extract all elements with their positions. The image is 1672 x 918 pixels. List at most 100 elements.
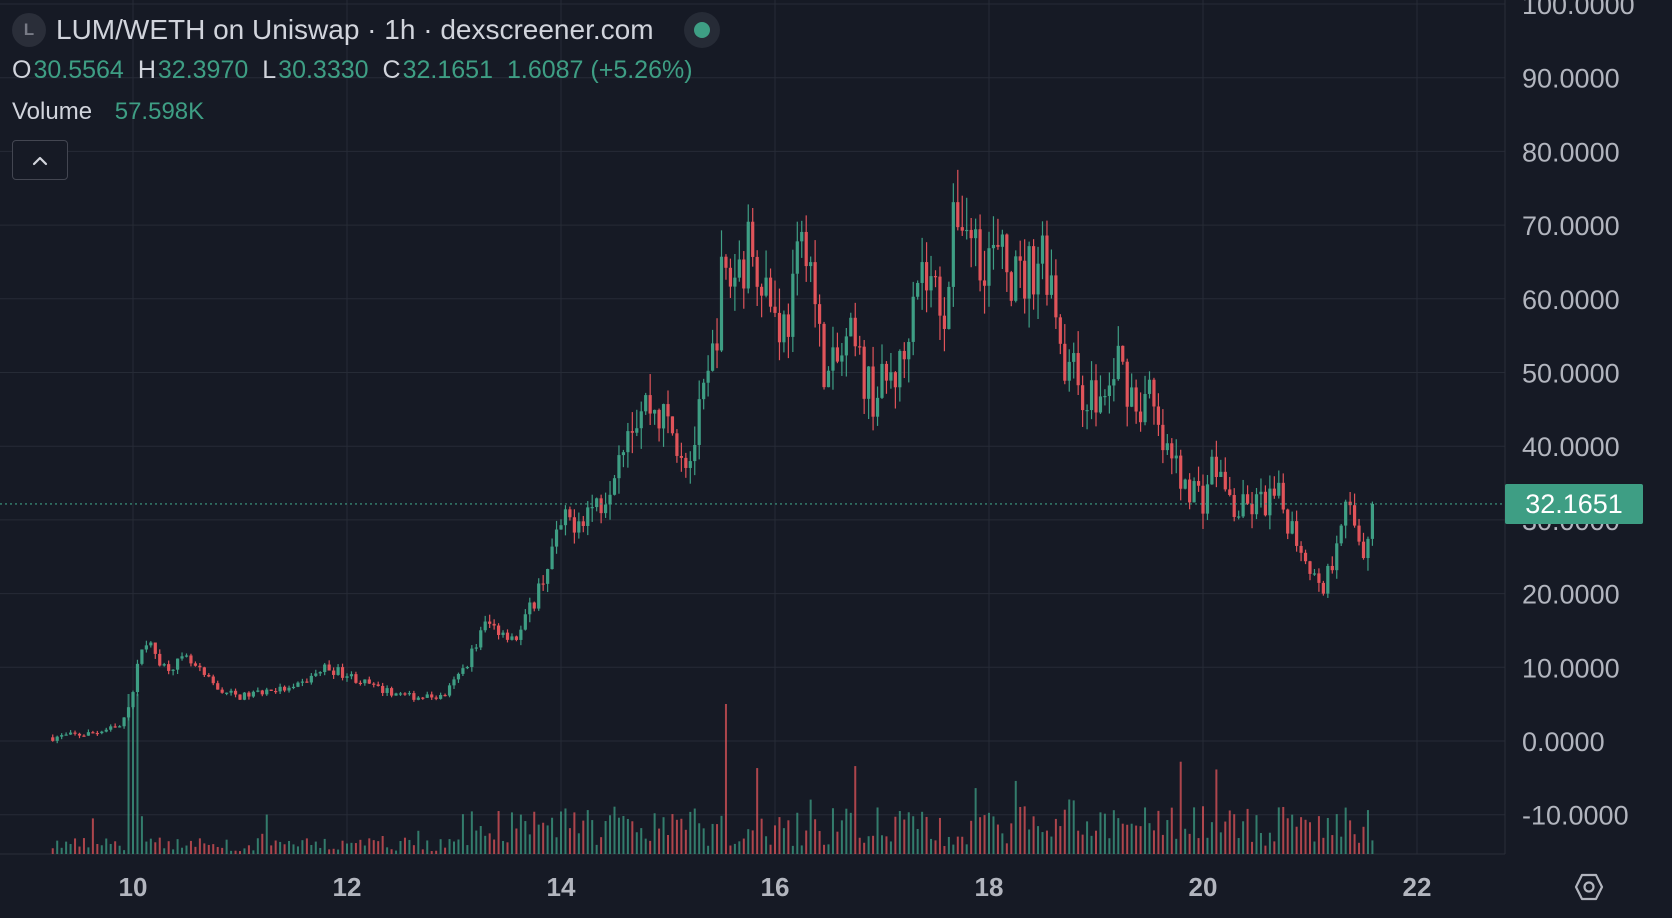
candle-body xyxy=(742,259,746,289)
candle-body xyxy=(599,498,603,514)
candle-body xyxy=(782,314,786,343)
candle-body xyxy=(488,621,492,624)
candle-body xyxy=(1023,260,1027,299)
y-tick-label: 70.0000 xyxy=(1522,211,1620,241)
volume-bar xyxy=(1224,821,1227,854)
volume-bar xyxy=(118,845,121,854)
candle-body xyxy=(135,663,140,693)
candle-body xyxy=(554,529,559,547)
candle-body xyxy=(1031,246,1036,295)
volume-bar xyxy=(1139,826,1142,854)
candle-body xyxy=(122,717,126,727)
candle-body xyxy=(1130,387,1134,407)
candle-body xyxy=(956,202,960,228)
candle-body xyxy=(804,231,808,267)
candle-body xyxy=(1054,275,1058,318)
volume-bar xyxy=(1099,812,1102,854)
y-tick-label: 80.0000 xyxy=(1522,137,1620,167)
candle-body xyxy=(568,509,572,518)
candle-body xyxy=(269,689,273,691)
volume-bar xyxy=(667,834,669,854)
volume-bar xyxy=(78,846,81,854)
candle-body xyxy=(737,259,741,278)
candle-body xyxy=(1165,443,1169,451)
volume-bar xyxy=(881,835,883,854)
volume-bar xyxy=(319,847,322,854)
volume-bar xyxy=(1086,821,1089,854)
volume-bar xyxy=(1193,807,1196,854)
live-status-button[interactable] xyxy=(683,12,720,48)
volume-bar xyxy=(350,842,353,854)
volume-bar xyxy=(635,832,638,854)
volume-bar xyxy=(528,834,531,854)
volume-bar xyxy=(1028,829,1031,854)
volume-bar xyxy=(787,820,790,854)
volume-bar xyxy=(132,694,134,854)
candle-body xyxy=(1281,482,1285,510)
candle-body xyxy=(1089,380,1094,411)
price-axis[interactable]: 100.0000 90.0000 80.0000 70.0000 60.0000 50.0… xyxy=(1522,0,1635,831)
candle-body xyxy=(1210,456,1214,485)
candle-body xyxy=(982,280,987,286)
candle-body xyxy=(1259,491,1263,495)
candle-body xyxy=(193,663,198,666)
candle-body xyxy=(1116,345,1120,380)
candle-body xyxy=(563,509,568,526)
low-label: L xyxy=(262,56,277,84)
volume-bar xyxy=(1170,807,1173,854)
candle-body xyxy=(247,692,251,697)
chart-settings-button[interactable] xyxy=(1572,870,1606,904)
candle-body xyxy=(1009,272,1013,301)
candle-body xyxy=(880,363,884,398)
volume-bar xyxy=(403,837,406,854)
candle-body xyxy=(884,363,889,381)
volume-bar xyxy=(328,849,331,854)
candle-body xyxy=(220,689,224,693)
candle-body xyxy=(175,658,180,670)
token-badge-icon[interactable]: L xyxy=(12,13,46,47)
candle-body xyxy=(1196,481,1201,486)
volume-bar xyxy=(1001,833,1004,854)
time-axis[interactable]: 10 12 14 16 18 20 22 xyxy=(119,872,1432,902)
candle-body xyxy=(586,507,590,526)
collapse-legend-button[interactable] xyxy=(12,140,68,180)
candle-body xyxy=(809,262,813,267)
volume-bar xyxy=(1005,843,1008,854)
candle-body xyxy=(167,664,171,671)
volume-bar xyxy=(493,839,496,854)
candle-body xyxy=(323,664,327,673)
candle-body xyxy=(91,732,95,734)
candle-body xyxy=(929,276,933,291)
candle-body xyxy=(590,507,594,509)
candle-body xyxy=(1036,263,1040,295)
candle-body xyxy=(644,395,648,412)
volume-bar xyxy=(1246,808,1249,854)
candle-body xyxy=(514,636,519,640)
candle-body xyxy=(702,382,706,400)
candle-body xyxy=(1098,396,1103,413)
volume-bar xyxy=(417,830,420,854)
candle-body xyxy=(719,256,724,351)
candle-body xyxy=(60,735,64,737)
candle-body xyxy=(64,734,68,736)
chart-header: L LUM/WETH on Uniswap · 1h · dexscreener… xyxy=(12,12,720,48)
volume-bar xyxy=(154,842,157,854)
candle-body xyxy=(996,244,1000,247)
candle-body xyxy=(349,674,354,677)
candle-body xyxy=(550,546,554,570)
candle-body xyxy=(840,355,844,362)
volume-bar xyxy=(947,836,950,854)
volume-bar xyxy=(649,840,652,854)
volume-bar xyxy=(533,811,536,854)
volume-bar xyxy=(733,843,736,854)
candle-body xyxy=(1370,503,1375,539)
volume-bar xyxy=(1050,836,1053,854)
candle-body xyxy=(1152,379,1156,407)
candle-body xyxy=(537,583,541,609)
volume-bar xyxy=(921,811,924,854)
volume-bar xyxy=(1326,817,1329,854)
volume-bar xyxy=(1259,833,1262,854)
volume-bar xyxy=(836,831,839,854)
candle-body xyxy=(630,431,634,433)
